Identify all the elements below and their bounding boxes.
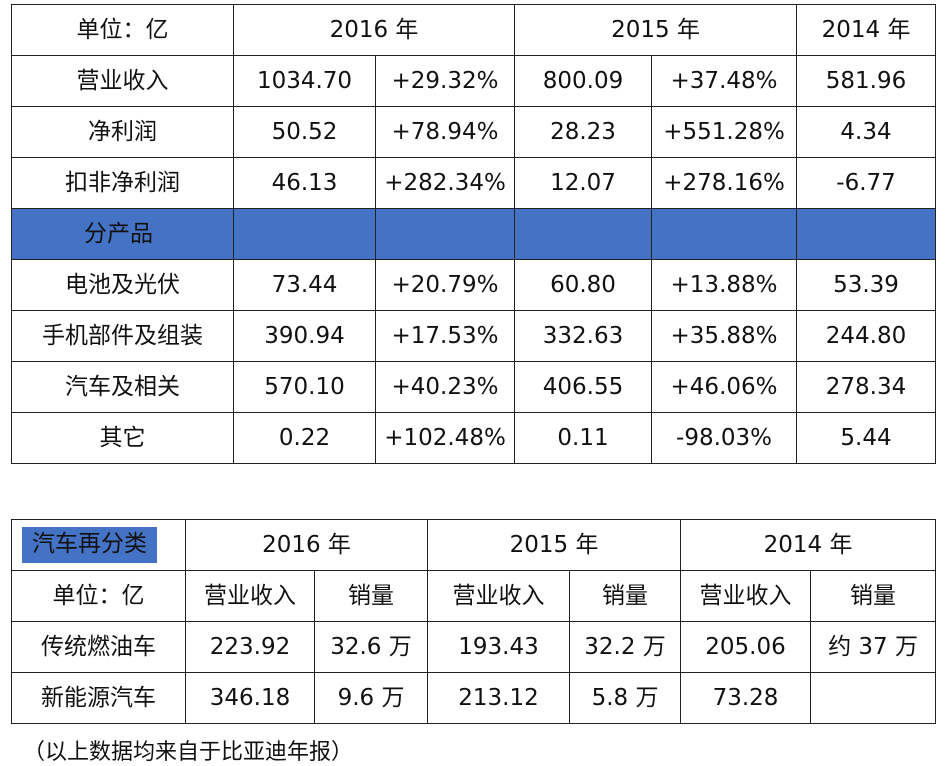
row-label: 手机部件及组装 <box>11 310 234 362</box>
growth-2015: +278.16% <box>651 157 798 209</box>
growth-2016: +40.23% <box>374 361 516 413</box>
value-2015: 28.23 <box>514 106 653 158</box>
band-cell <box>514 208 653 260</box>
sales-2015: 5.8 万 <box>569 672 682 724</box>
year-header-2016: 2016 年 <box>232 4 516 56</box>
growth-2015: -98.03% <box>651 412 798 464</box>
growth-2015: +13.88% <box>651 259 798 311</box>
revenue-header-2014: 营业收入 <box>680 570 812 622</box>
table-row: 传统燃油车 223.92 32.6 万 193.43 32.2 万 205.06… <box>11 621 937 673</box>
year-header-2015: 2015 年 <box>427 519 682 571</box>
value-2016: 390.94 <box>233 310 376 362</box>
revenue-2015: 193.43 <box>427 621 571 673</box>
category-tag: 汽车再分类 <box>22 527 157 563</box>
row-label: 营业收入 <box>11 55 234 107</box>
band-cell <box>233 208 376 260</box>
row-label: 新能源汽车 <box>11 672 186 724</box>
revenue-2016: 223.92 <box>185 621 315 673</box>
section-band-row: 分产品 <box>11 208 937 260</box>
growth-2015: +37.48% <box>651 55 798 107</box>
growth-2015: +551.28% <box>651 106 798 158</box>
unit-label: 单位：亿 <box>11 570 186 622</box>
table-row: 扣非净利润 46.13 +282.34% 12.07 +278.16% -6.7… <box>11 157 937 209</box>
section-label: 分产品 <box>11 208 234 260</box>
revenue-2015: 213.12 <box>427 672 571 724</box>
band-cell <box>374 208 516 260</box>
growth-2016: +29.32% <box>374 55 516 107</box>
row-label: 净利润 <box>11 106 234 158</box>
table-header-row: 汽车再分类 2016 年 2015 年 2014 年 <box>11 519 937 571</box>
revenue-2014: 205.06 <box>680 621 812 673</box>
revenue-header-2016: 营业收入 <box>185 570 315 622</box>
value-2016: 570.10 <box>233 361 376 413</box>
growth-2015: +46.06% <box>651 361 798 413</box>
sales-2014 <box>810 672 937 724</box>
revenue-header-2015: 营业收入 <box>427 570 571 622</box>
revenue-2016: 346.18 <box>185 672 315 724</box>
sales-2016: 32.6 万 <box>313 621 429 673</box>
value-2015: 60.80 <box>514 259 653 311</box>
year-header-2015: 2015 年 <box>514 4 798 56</box>
row-label: 扣非净利润 <box>11 157 234 209</box>
table-row: 电池及光伏 73.44 +20.79% 60.80 +13.88% 53.39 <box>11 259 937 311</box>
value-2016: 46.13 <box>233 157 376 209</box>
row-label: 其它 <box>11 412 234 464</box>
sub-header-row: 单位：亿 营业收入 销量 营业收入 销量 营业收入 销量 <box>11 570 937 622</box>
row-label: 汽车及相关 <box>11 361 234 413</box>
value-2015: 800.09 <box>514 55 653 107</box>
financial-summary-table: 单位：亿 2016 年 2015 年 2014 年 营业收入 1034.70 +… <box>11 4 937 464</box>
row-label: 传统燃油车 <box>11 621 186 673</box>
value-2014: 4.34 <box>796 106 937 158</box>
year-header-2016: 2016 年 <box>184 519 429 571</box>
table-row: 汽车及相关 570.10 +40.23% 406.55 +46.06% 278.… <box>11 361 937 413</box>
value-2014: 278.34 <box>796 361 937 413</box>
growth-2016: +17.53% <box>374 310 516 362</box>
year-header-2014: 2014 年 <box>680 519 937 571</box>
value-2014: 5.44 <box>796 412 937 464</box>
value-2014: 244.80 <box>796 310 937 362</box>
sales-2015: 32.2 万 <box>569 621 682 673</box>
table-row: 净利润 50.52 +78.94% 28.23 +551.28% 4.34 <box>11 106 937 158</box>
sales-2014: 约 37 万 <box>810 621 937 673</box>
value-2016: 73.44 <box>233 259 376 311</box>
value-2015: 0.11 <box>514 412 653 464</box>
value-2014: 581.96 <box>796 55 937 107</box>
growth-2016: +282.34% <box>374 157 516 209</box>
growth-2015: +35.88% <box>651 310 798 362</box>
table-row: 营业收入 1034.70 +29.32% 800.09 +37.48% 581.… <box>11 55 937 107</box>
value-2014: 53.39 <box>796 259 937 311</box>
value-2016: 1034.70 <box>233 55 376 107</box>
growth-2016: +20.79% <box>374 259 516 311</box>
value-2015: 406.55 <box>514 361 653 413</box>
table-row: 新能源汽车 346.18 9.6 万 213.12 5.8 万 73.28 <box>11 672 937 724</box>
year-header-2014: 2014 年 <box>796 4 937 56</box>
table-row: 手机部件及组装 390.94 +17.53% 332.63 +35.88% 24… <box>11 310 937 362</box>
sales-2016: 9.6 万 <box>313 672 429 724</box>
value-2014: -6.77 <box>796 157 937 209</box>
sales-header-2014: 销量 <box>810 570 937 622</box>
footnote: （以上数据均来自于比亚迪年报） <box>23 740 354 765</box>
category-tag-cell: 汽车再分类 <box>11 519 186 571</box>
value-2016: 50.52 <box>233 106 376 158</box>
value-2015: 12.07 <box>514 157 653 209</box>
row-label: 电池及光伏 <box>11 259 234 311</box>
auto-reclassification-table: 汽车再分类 2016 年 2015 年 2014 年 单位：亿 营业收入 销量 … <box>11 519 937 724</box>
band-cell <box>796 208 937 260</box>
band-cell <box>651 208 798 260</box>
revenue-2014: 73.28 <box>680 672 812 724</box>
sales-header-2016: 销量 <box>313 570 429 622</box>
value-2015: 332.63 <box>514 310 653 362</box>
table-row: 其它 0.22 +102.48% 0.11 -98.03% 5.44 <box>11 412 937 464</box>
growth-2016: +78.94% <box>374 106 516 158</box>
growth-2016: +102.48% <box>374 412 516 464</box>
table-header-row: 单位：亿 2016 年 2015 年 2014 年 <box>11 4 937 56</box>
unit-label: 单位：亿 <box>11 4 234 56</box>
value-2016: 0.22 <box>233 412 376 464</box>
sales-header-2015: 销量 <box>569 570 682 622</box>
